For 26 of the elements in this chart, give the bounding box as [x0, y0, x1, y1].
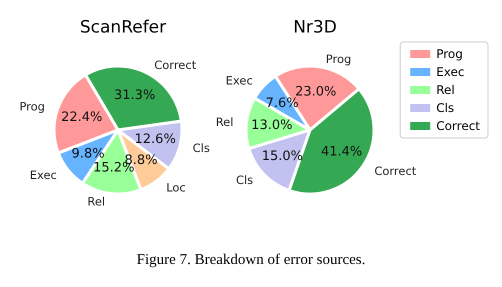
- slice-label: Loc: [166, 180, 186, 195]
- data-label: 22.4%: [61, 110, 102, 125]
- slice-label: Exec: [30, 168, 57, 182]
- slice-label: Correct: [374, 164, 417, 178]
- data-label: 41.4%: [320, 144, 362, 160]
- chart-title: ScanRefer: [80, 18, 166, 38]
- slice-label: Exec: [226, 73, 253, 88]
- data-label: 31.3%: [114, 88, 156, 103]
- data-label: 13.0%: [251, 118, 292, 134]
- chart-title: Nr3D: [293, 18, 337, 38]
- slice-label: Correct: [154, 58, 197, 72]
- caption: Figure 7. Breakdown of error sources.: [136, 252, 366, 269]
- legend-label: Correct: [436, 119, 480, 133]
- data-label: 23.0%: [295, 84, 336, 100]
- slice-label: Cls: [192, 141, 210, 156]
- slice-label: Prog: [19, 99, 45, 114]
- slice-label: Rel: [216, 114, 234, 129]
- slice-label: Prog: [326, 52, 352, 66]
- data-label: 15.0%: [262, 149, 304, 164]
- legend-label: Rel: [436, 83, 455, 97]
- legend-label: Prog: [436, 47, 463, 61]
- legend-label: Cls: [436, 101, 454, 115]
- slice-label: Cls: [236, 172, 254, 187]
- data-label: 12.6%: [134, 132, 176, 148]
- slice-label: Rel: [87, 194, 106, 209]
- legend-label: Exec: [436, 65, 464, 79]
